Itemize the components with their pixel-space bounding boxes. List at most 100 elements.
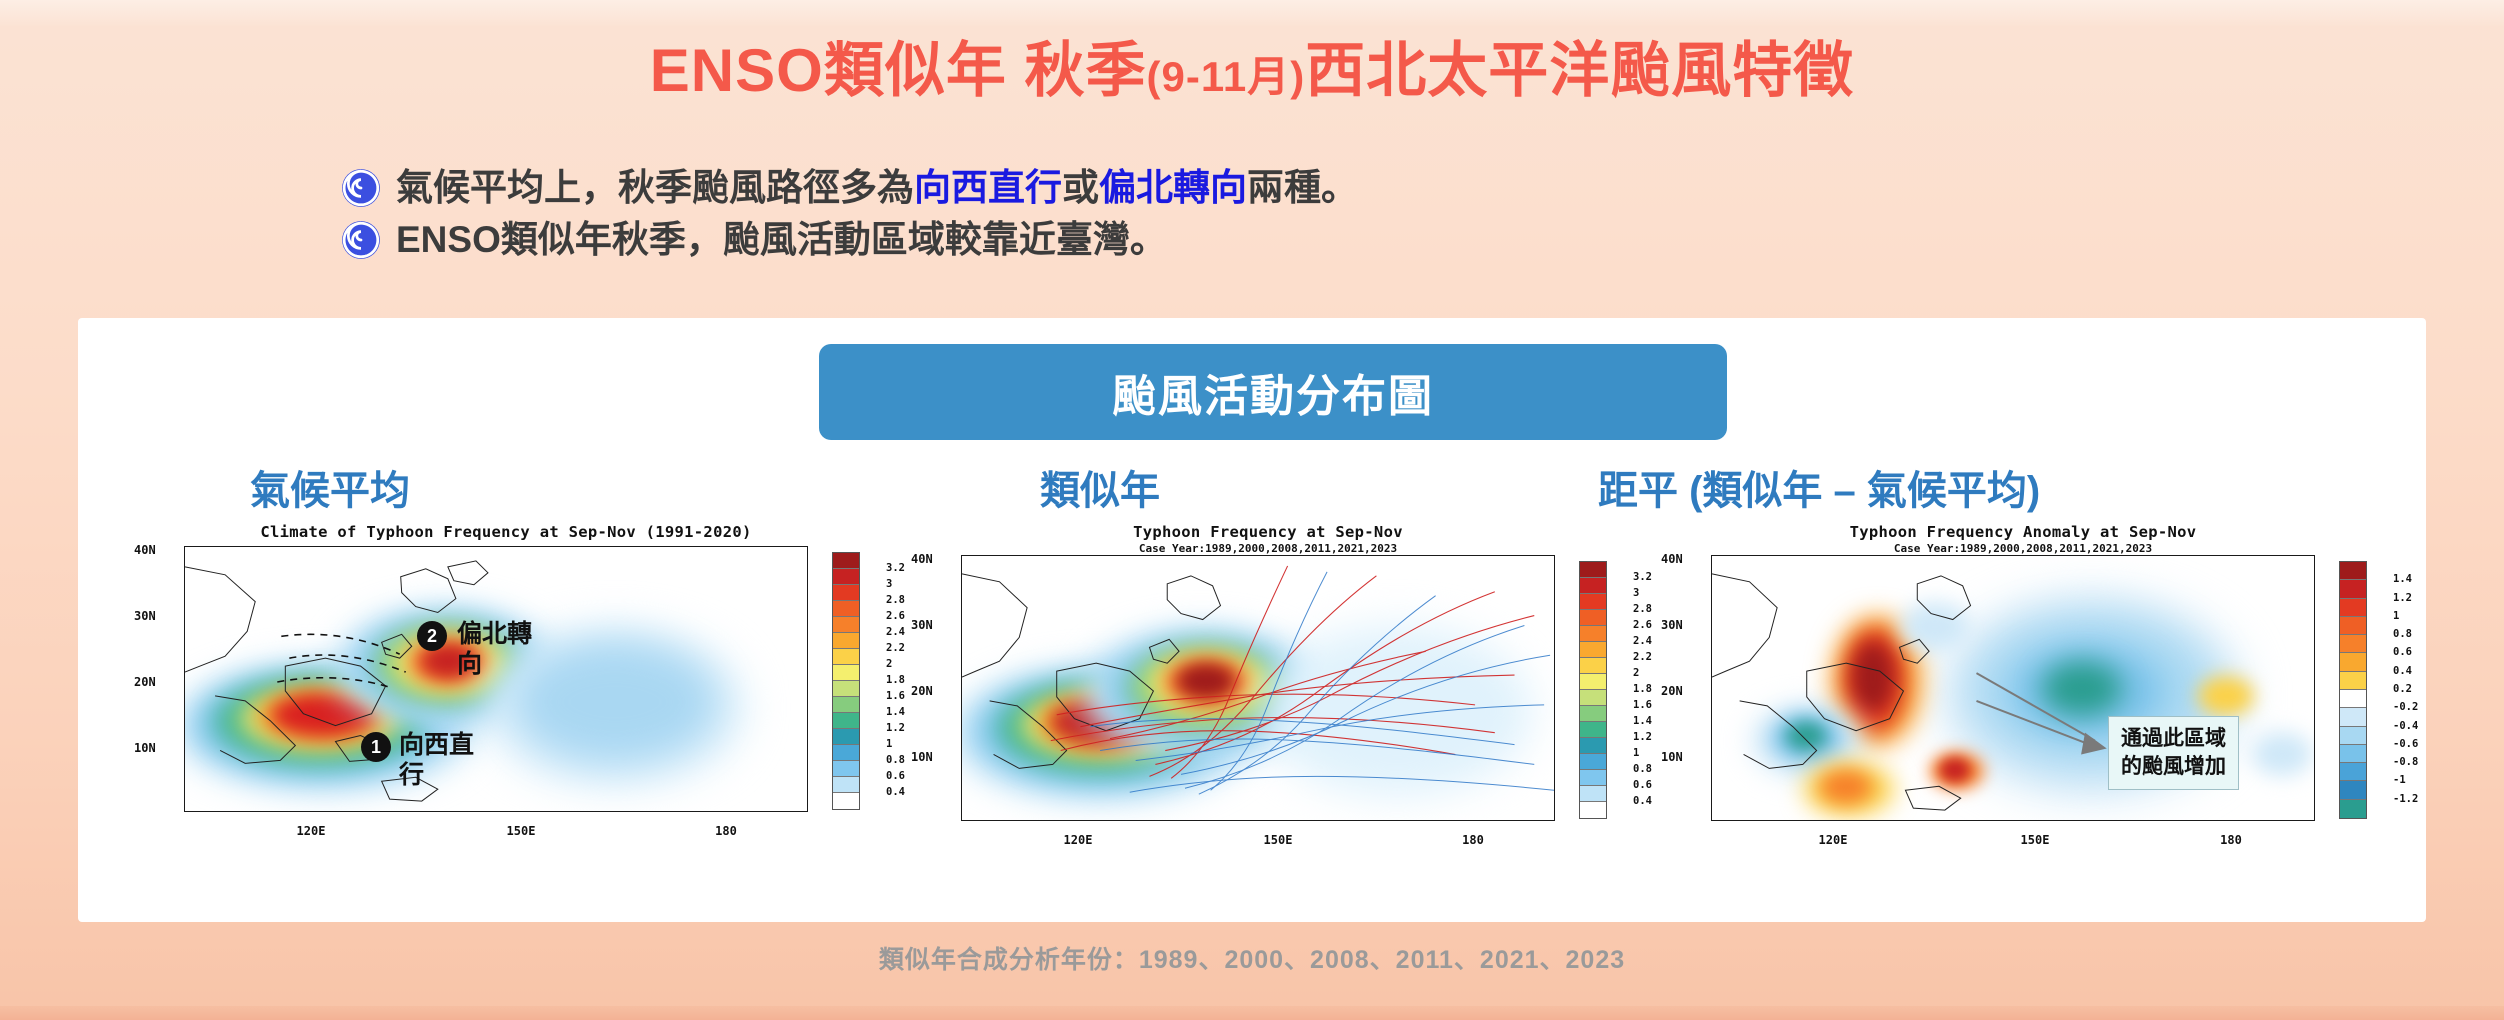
colorbar-tick-label: 1.2 [1633, 731, 1652, 743]
y-tick: 30N [1661, 618, 1683, 632]
colorbar-tick-label: 2 [1633, 667, 1640, 679]
list-item: 氣候平均上，秋季颱風路徑多為向西直行或偏北轉向兩種。 [340, 165, 2040, 217]
bullet-seg-1: ENSO類似年秋季，颱風活動區域較靠近臺灣。 [396, 219, 1167, 260]
colorbar-tick-label: 1.8 [1633, 683, 1652, 695]
colorbar-swatch [1580, 690, 1606, 706]
colorbar-swatch [1580, 754, 1606, 770]
colorbar-tick-label: 3 [886, 578, 893, 590]
colorbar-labels: 3.2 3 2.8 2.6 2.4 2.2 2 1.8 1.6 1.4 1.2 1 0.8 0.6 0.4 [860, 552, 905, 808]
y-tick: 40N [911, 552, 933, 566]
colorbar-tick-label: 1.4 [1633, 715, 1652, 727]
colorbar-tick-label: -0.8 [2393, 756, 2419, 769]
colorbar-tick-label: -0.2 [2393, 701, 2419, 714]
page-title-tail: 西北太平洋颱風特徵 [1305, 37, 1855, 104]
section-banner: 颱風活動分布圖 [819, 344, 1727, 440]
chart-title: Climate of Typhoon Frequency at Sep-Nov … [260, 523, 752, 541]
page-title-paren: (9-11月) [1146, 53, 1306, 100]
colorbar-swatch [2340, 653, 2366, 672]
colorbar-swatch [833, 553, 859, 569]
colorbar-tick-label: 0.2 [2393, 683, 2412, 695]
panel-title-climate: 氣候平均 [250, 469, 410, 513]
map-plot-area: 通過此區域 的颱風增加 [1711, 555, 2315, 821]
bullet-seg-2: 或 [1062, 167, 1099, 208]
colorbar-tick-label: 2.6 [886, 610, 905, 622]
colorbar-tick-label: 1 [886, 738, 893, 750]
colorbar-swatch [833, 649, 859, 665]
x-tick: 150E [506, 824, 536, 838]
colorbar [1579, 561, 1607, 819]
annotation-badge-2: 2 [417, 621, 447, 651]
annotation-label-2: 偏北轉向 [457, 620, 533, 678]
colorbar-swatch [833, 617, 859, 633]
colorbar-tick-label: 1 [2393, 609, 2400, 622]
colorbar-tick-label: 1.4 [2393, 573, 2412, 586]
colorbar-swatch [1580, 770, 1606, 786]
chart-subtitle: Case Year:1989,2000,2008,2011,2021,2023 [1893, 542, 2153, 555]
colorbar-swatch [2340, 598, 2366, 617]
colorbar-tick-label: 0.6 [1633, 779, 1652, 791]
y-tick: 40N [1661, 552, 1683, 566]
chart-analog: Typhoon Frequency at Sep-Nov Case Year:1… [903, 523, 1652, 893]
colorbar-swatch [1580, 642, 1606, 658]
panel-title-anomaly: 距平 (類似年 – 氣候平均) [1598, 469, 2041, 513]
x-tick: 120E [296, 824, 326, 838]
chart-title: Typhoon Frequency at Sep-Nov [1133, 523, 1403, 541]
colorbar-tick-label: 0.4 [1633, 795, 1652, 807]
map-panel-row: Climate of Typhoon Frequency at Sep-Nov … [108, 523, 2418, 893]
colorbar-tick-label: 0.8 [886, 754, 905, 766]
colorbar-swatch [833, 745, 859, 761]
annotation-badge-1: 1 [361, 732, 391, 762]
colorbar-tick-label: 2.6 [1633, 619, 1652, 631]
y-tick: 20N [911, 684, 933, 698]
colorbar-swatch [2340, 580, 2366, 599]
colorbar-swatch [833, 633, 859, 649]
cyclone-icon [342, 169, 380, 207]
x-tick: 150E [1263, 833, 1293, 847]
colorbar-swatch [833, 681, 859, 697]
map-plot-area [961, 555, 1555, 821]
colorbar-tick-label: 2.4 [1633, 635, 1652, 647]
bullet-seg-3: 兩種。 [1247, 167, 1358, 208]
colorbar [832, 552, 860, 810]
colorbar-swatch [2340, 726, 2366, 745]
colorbar-tick-label: 0.4 [2393, 664, 2412, 677]
colorbar-swatch [833, 793, 859, 809]
x-tick: 180 [2220, 833, 2242, 847]
colorbar-swatch [2340, 708, 2366, 727]
page-title: ENSO類似年 秋季(9-11月)西北太平洋颱風特徵 [0, 34, 2504, 114]
colorbar-tick-label: 2.2 [886, 642, 905, 654]
colorbar-swatch [1580, 610, 1606, 626]
colorbar-swatch [1580, 722, 1606, 738]
y-tick: 10N [134, 741, 156, 755]
colorbar-tick-label: 3.2 [886, 562, 905, 574]
colorbar-swatch [2340, 763, 2366, 782]
y-tick: 10N [1661, 750, 1683, 764]
y-tick: 30N [911, 618, 933, 632]
colorbar [2339, 561, 2367, 819]
top-gradient-strip [0, 0, 2504, 26]
callout-line-2: 的颱風增加 [2121, 755, 2226, 778]
annotation-label-1: 向西直行 [399, 731, 475, 789]
coastline-overlay [962, 565, 1554, 795]
colorbar-tick-label: 3 [1633, 587, 1640, 599]
colorbar-tick-label: 0.6 [886, 770, 905, 782]
colorbar-swatch [1580, 578, 1606, 594]
colorbar-tick-label: 0.8 [1633, 763, 1652, 775]
y-tick: 20N [1661, 684, 1683, 698]
colorbar-swatch [1580, 626, 1606, 642]
colorbar-swatch [1580, 674, 1606, 690]
chart-anomaly: Typhoon Frequency Anomaly at Sep-Nov Cas… [1653, 523, 2418, 893]
panel-title-analog: 類似年 [1040, 469, 1160, 513]
colorbar-swatch [1580, 562, 1606, 578]
footer-note: 類似年合成分析年份：1989、2000、2008、2011、2021、2023 [878, 946, 1626, 974]
colorbar-swatch [833, 585, 859, 601]
x-tick: 180 [715, 824, 737, 838]
colorbar-swatch [2340, 689, 2366, 709]
x-tick: 120E [1063, 833, 1093, 847]
colorbar-tick-label: 2.8 [1633, 603, 1652, 615]
chart-climate: Climate of Typhoon Frequency at Sep-Nov … [126, 523, 905, 893]
colorbar-tick-label: -0.6 [2393, 737, 2419, 750]
colorbar-tick-label: -0.4 [2393, 719, 2419, 732]
colorbar-swatch [1580, 786, 1606, 802]
colorbar-swatch [2340, 744, 2366, 764]
